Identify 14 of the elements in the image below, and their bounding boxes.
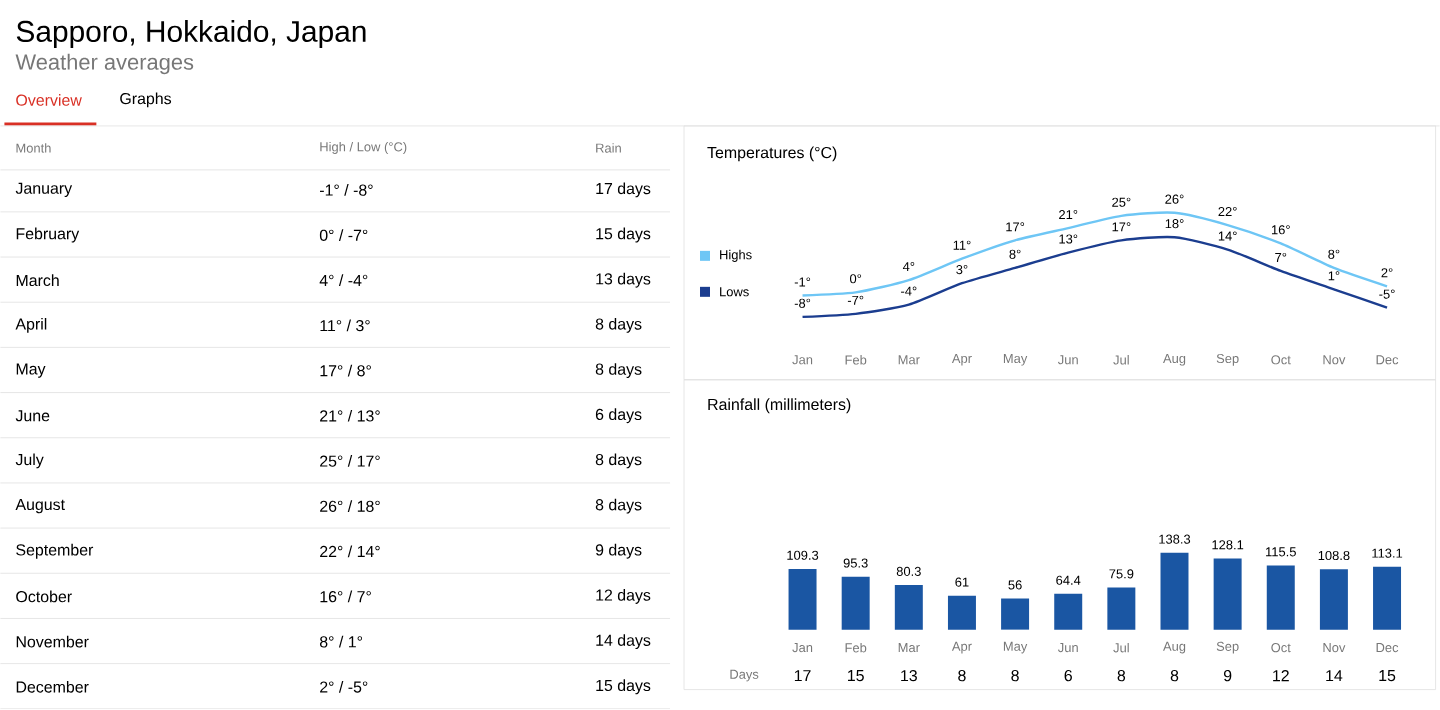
bar bbox=[1213, 558, 1242, 631]
text: Sapporo, Hokkaido, Japan bbox=[16, 20, 366, 49]
bar bbox=[788, 569, 817, 631]
bar bbox=[1160, 553, 1189, 631]
bar bbox=[1107, 587, 1136, 631]
text: Weather averages bbox=[15, 54, 194, 75]
bar bbox=[1319, 569, 1348, 631]
bar bbox=[1373, 567, 1402, 631]
bar bbox=[1001, 598, 1030, 631]
bar bbox=[841, 577, 870, 631]
bar bbox=[1054, 594, 1083, 631]
bar bbox=[1266, 565, 1295, 631]
bar bbox=[947, 596, 976, 631]
bar bbox=[894, 585, 923, 631]
